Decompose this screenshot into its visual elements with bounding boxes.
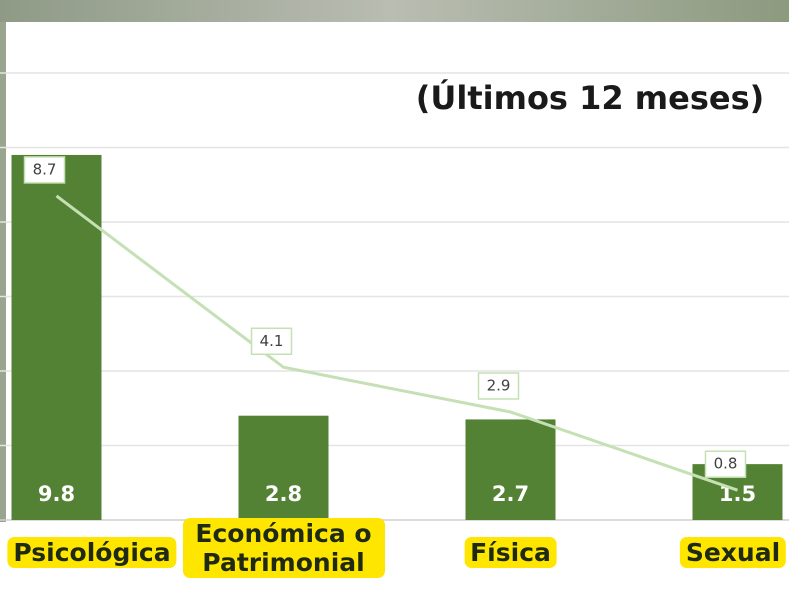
side-texture xyxy=(0,22,6,522)
x-tick-label: Física xyxy=(464,537,557,568)
line-value-label: 8.7 xyxy=(33,160,57,178)
chart-title: (Últimos 12 meses) xyxy=(416,78,765,117)
chart: (Últimos 12 meses) 9.82.82.71.58.74.12.9… xyxy=(0,0,789,605)
bar xyxy=(12,155,102,520)
line-value-label: 2.9 xyxy=(487,376,511,394)
bar-value-label: 9.8 xyxy=(38,482,75,506)
x-tick-label: Económica o Patrimonial xyxy=(183,518,385,578)
header-texture xyxy=(0,0,789,22)
page: (Últimos 12 meses) 9.82.82.71.58.74.12.9… xyxy=(0,0,789,605)
x-tick-label: Psicológica xyxy=(7,537,176,568)
bar-value-label: 2.8 xyxy=(265,482,302,506)
bar-value-label: 2.7 xyxy=(492,482,529,506)
x-tick-label: Sexual xyxy=(680,537,786,568)
line-value-label: 4.1 xyxy=(260,332,284,350)
line-value-label: 0.8 xyxy=(714,455,738,473)
